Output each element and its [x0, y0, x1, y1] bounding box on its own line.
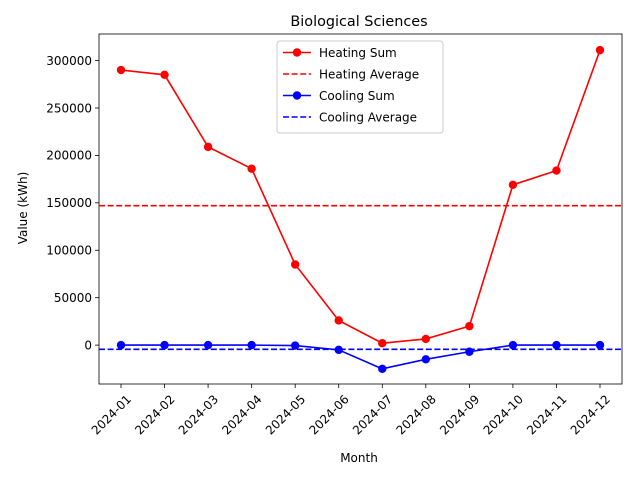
data-point — [116, 65, 126, 75]
data-point — [508, 340, 518, 350]
reference-lines — [99, 204, 622, 351]
series-line — [121, 344, 600, 370]
data-point — [421, 355, 431, 364]
y-tick-label: 0 — [84, 338, 92, 352]
data-point — [290, 341, 300, 350]
data-point — [378, 364, 387, 374]
data-point — [378, 339, 387, 348]
data-point — [247, 164, 256, 173]
legend-box — [276, 40, 444, 134]
legend-label: Cooling Average — [319, 110, 417, 124]
y-tick-label: 50000 — [54, 291, 92, 305]
data-point — [465, 321, 474, 331]
series-line — [120, 49, 601, 345]
data-point — [334, 316, 343, 325]
chart-title: Biological Sciences — [290, 14, 427, 30]
data-point — [421, 334, 431, 344]
data-point — [465, 347, 474, 356]
y-tick-label: 150000 — [46, 196, 92, 210]
data-point — [595, 45, 605, 55]
y-axis-label: Value (kWh) — [16, 172, 30, 245]
y-tick-label: 250000 — [46, 101, 92, 115]
y-tick-label: 200000 — [46, 149, 92, 163]
data-point — [203, 142, 213, 152]
y-tick-label: 300000 — [46, 54, 92, 68]
x-axis-label: Month — [340, 451, 378, 465]
legend-label: Heating Sum — [319, 46, 397, 60]
series-lines — [116, 45, 605, 374]
legend-marker — [292, 91, 302, 100]
data-point — [160, 340, 169, 350]
plot-area — [98, 33, 623, 385]
data-point — [595, 340, 605, 350]
data-point — [116, 340, 126, 350]
legend: Heating Sum Heating Average Cooling Sum Coo… — [276, 40, 444, 134]
data-point — [552, 166, 561, 175]
legend-marker — [292, 48, 302, 57]
data-point — [290, 260, 300, 269]
data-point — [508, 180, 518, 190]
legend-label: Cooling Sum — [319, 89, 395, 103]
legend-label: Heating Average — [319, 67, 419, 81]
data-point — [552, 340, 561, 350]
data-point — [203, 340, 213, 350]
y-tick-label: 100000 — [46, 244, 92, 258]
data-point — [160, 70, 169, 79]
y-axis-ticks: 0 50000 100000 150000 200000 250000 300000 — [46, 54, 99, 352]
data-point — [247, 340, 256, 350]
data-point — [334, 345, 343, 355]
